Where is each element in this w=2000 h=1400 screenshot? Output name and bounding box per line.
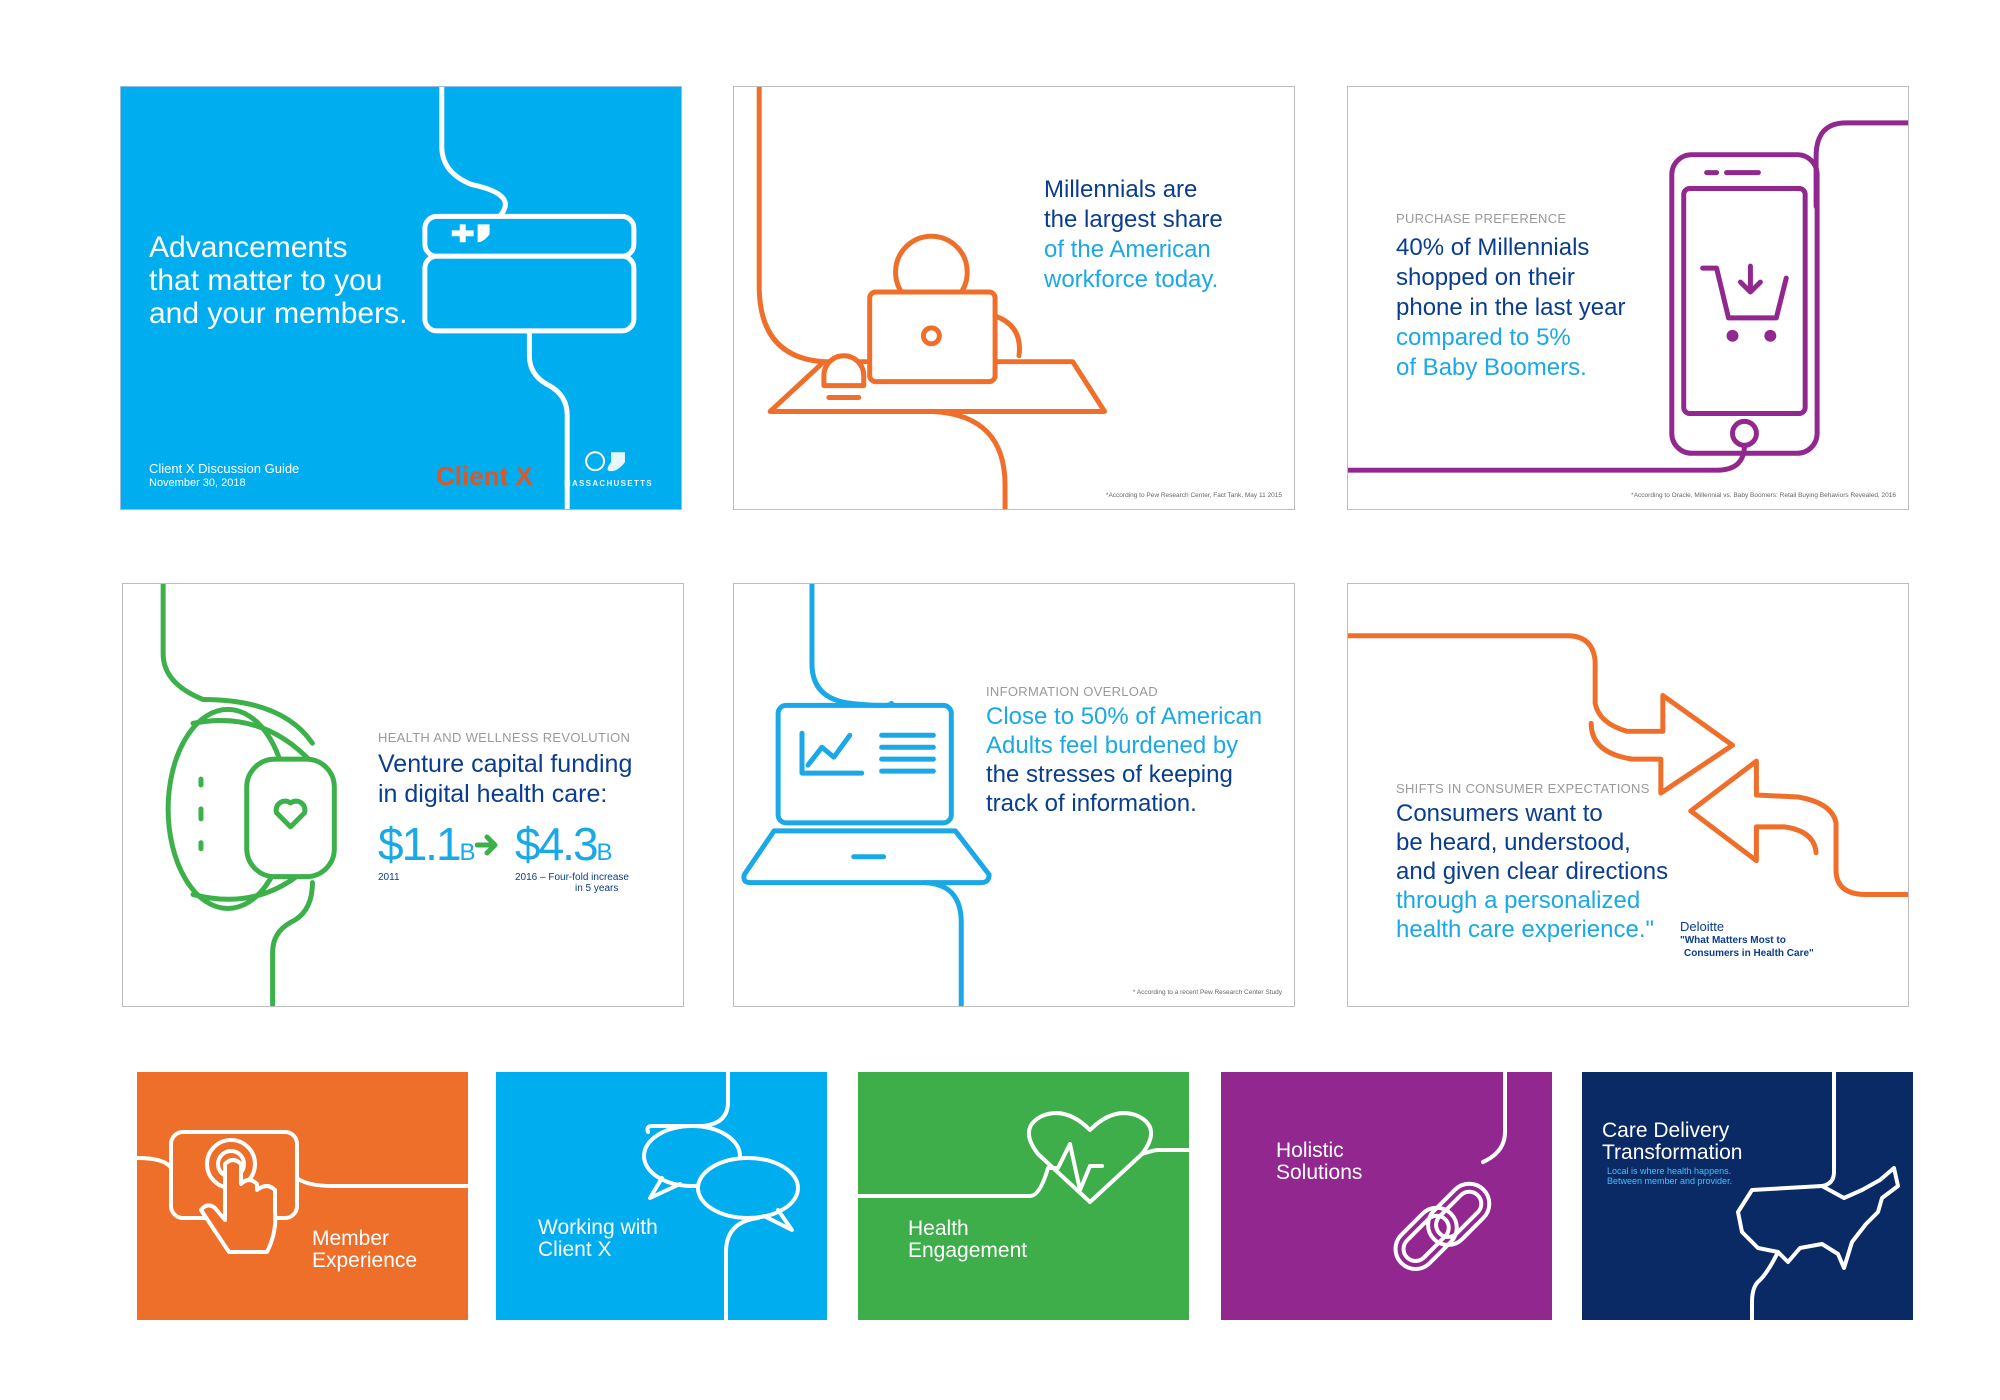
kicker: INFORMATION OVERLOAD	[986, 684, 1158, 699]
id-card-icon	[422, 87, 637, 509]
usa-map-icon	[1736, 1072, 1900, 1320]
tile-subtext: Local is where health happens. Between m…	[1607, 1166, 1733, 1186]
chat-bubbles-icon	[642, 1072, 800, 1320]
kicker: PURCHASE PREFERENCE	[1396, 211, 1567, 226]
stat-2016: $4.3B	[515, 818, 613, 870]
shield-icons	[585, 451, 625, 472]
information-overload-slide[interactable]: INFORMATION OVERLOAD Close to 50% of Ame…	[733, 583, 1295, 1007]
cover-headline: Advancements that matter to you and your…	[149, 231, 408, 330]
heartbeat-icon	[858, 1111, 1189, 1204]
tile-member-experience[interactable]: Member Experience	[137, 1072, 468, 1320]
wellness-text: Venture capital funding in digital healt…	[378, 750, 633, 808]
source-name: Deloitte	[1680, 919, 1725, 934]
kicker: SHIFTS IN CONSUMER EXPECTATIONS	[1396, 781, 1650, 796]
consumer-expectations-slide[interactable]: SHIFTS IN CONSUMER EXPECTATIONS Consumer…	[1347, 583, 1909, 1007]
tile-holistic-solutions[interactable]: Holistic Solutions	[1221, 1072, 1552, 1320]
footnote: * According to a recent Pew Research Cen…	[1132, 989, 1282, 996]
footnote: *According to Oracle, Millennial vs. Bab…	[1631, 492, 1896, 499]
purchase-preference-slide[interactable]: PURCHASE PREFERENCE 40% of Millennials s…	[1347, 86, 1909, 510]
year-2016-note: 2016 – Four-fold increase	[515, 872, 629, 883]
millennials-slide[interactable]: Millennials are the largest share of the…	[733, 86, 1295, 510]
fitness-tracker-icon	[160, 584, 337, 1006]
wellness-slide[interactable]: HEALTH AND WELLNESS REVOLUTION Venture c…	[122, 583, 684, 1007]
arrow-right-icon	[475, 834, 498, 856]
tile-working-with-client[interactable]: Working with Client X	[496, 1072, 827, 1320]
source-title-2: Consumers in Health Care"	[1684, 948, 1814, 959]
cover-slide[interactable]: Advancements that matter to you and your…	[120, 86, 682, 510]
overload-text: Close to 50% of American Adults feel bur…	[986, 703, 1263, 817]
tile-label: Member Experience	[312, 1227, 418, 1272]
tile-label: Care Delivery Transformation	[1602, 1119, 1743, 1164]
kicker: HEALTH AND WELLNESS REVOLUTION	[378, 730, 631, 745]
health-plan-logo-icon	[451, 224, 490, 243]
chain-link-icon	[1393, 1072, 1507, 1271]
person-laptop-icon	[756, 87, 1108, 509]
tile-label: Holistic Solutions	[1276, 1139, 1363, 1184]
purchase-text: 40% of Millennials shopped on their phon…	[1396, 234, 1626, 381]
year-2016-note-line2: in 5 years	[575, 883, 619, 894]
tile-label: Health Engagement	[908, 1217, 1028, 1262]
guide-date: November 30, 2018	[149, 477, 246, 489]
phone-cart-icon	[1348, 120, 1908, 473]
laptop-chart-icon	[741, 584, 992, 1006]
tile-care-delivery[interactable]: Care Delivery Transformation Local is wh…	[1582, 1072, 1913, 1320]
touch-tablet-icon	[137, 1130, 468, 1254]
shifts-text: Consumers want to be heard, understood, …	[1396, 800, 1669, 943]
tile-health-engagement[interactable]: Health Engagement	[858, 1072, 1189, 1320]
arrows-exchange-icon	[1348, 633, 1908, 898]
year-2011: 2011	[378, 872, 400, 883]
client-logo: Client X	[436, 461, 533, 491]
footnote: *According to Pew Research Center, Fact …	[1105, 492, 1282, 499]
partner-logo: MASSACHUSETTS	[564, 479, 653, 488]
tile-label: Working with Client X	[538, 1216, 658, 1261]
millennials-text: Millennials are the largest share of the…	[1044, 176, 1223, 293]
guide-title: Client X Discussion Guide	[149, 461, 300, 476]
source-title-1: "What Matters Most to	[1680, 935, 1786, 946]
stat-2011: $1.1B	[378, 818, 476, 870]
